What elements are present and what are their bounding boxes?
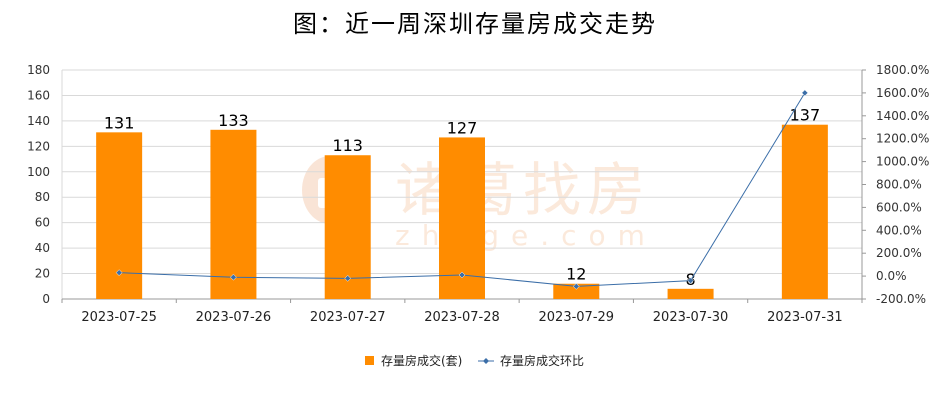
legend-label-bar: 存量房成交(套)	[381, 353, 462, 368]
y-right-tick-label: 800.0%	[876, 178, 922, 192]
watermark-text: 诸葛找房	[395, 156, 651, 224]
bar	[210, 129, 257, 299]
line-point	[115, 269, 123, 277]
y-right-tick-label: 1800.0%	[876, 63, 929, 77]
line-point	[230, 273, 237, 281]
bar	[781, 124, 828, 299]
y-right-tick-label: 1600.0%	[876, 86, 929, 100]
y-right-tick-label: 1000.0%	[876, 155, 929, 169]
bar-data-label: 137	[790, 106, 821, 125]
bar	[553, 283, 600, 299]
x-tick-label: 2023-07-25	[81, 310, 157, 325]
line-series	[115, 89, 809, 290]
bar-data-label: 131	[104, 113, 135, 132]
y-right-tick-label: 200.0%	[876, 246, 922, 260]
x-tick-label: 2023-07-30	[653, 310, 729, 325]
y-left-tick-label: 20	[35, 267, 50, 281]
y-left-tick-label: 60	[35, 216, 50, 230]
x-axis: 2023-07-25 2023-07-26 2023-07-27 2023-07-28…	[61, 299, 863, 325]
bar-data-label: 113	[332, 136, 363, 155]
y-left-tick-label: 80	[35, 190, 50, 204]
y-right-tick-label: 600.0%	[876, 200, 922, 214]
legend-swatch-bar	[365, 356, 374, 365]
legend: 存量房成交(套) 存量房成交环比	[365, 353, 584, 368]
y-right-tick-label: 1400.0%	[876, 109, 929, 123]
bar-data-label: 133	[218, 111, 249, 130]
y-left-tick-label: 160	[27, 88, 50, 102]
y-right-tick-label: 1200.0%	[876, 132, 929, 146]
bar	[667, 288, 714, 299]
line-point	[344, 275, 352, 282]
y-left-tick-label: 140	[27, 114, 50, 128]
line-point	[801, 89, 809, 97]
bar-data-label: 12	[566, 265, 586, 284]
x-tick-label: 2023-07-29	[539, 310, 615, 325]
watermark-url: zhuge.com	[395, 219, 657, 252]
y-left-tick-label: 0	[42, 292, 50, 306]
y-left-tick-label: 40	[35, 241, 50, 255]
legend-label-line: 存量房成交环比	[500, 353, 584, 368]
y-right-tick-label: -200.0%	[876, 292, 926, 306]
x-tick-label: 2023-07-27	[310, 310, 386, 325]
y-axis-right: -200.0% 0.0% 200.0% 400.0% 600.0% 800.0% 1000.…	[862, 63, 929, 306]
legend-marker-line	[483, 358, 489, 364]
x-tick-label: 2023-07-26	[196, 310, 272, 325]
y-left-tick-label: 180	[27, 63, 50, 77]
line-point	[687, 277, 694, 285]
x-tick-label: 2023-07-28	[424, 310, 500, 325]
y-left-tick-label: 120	[27, 139, 50, 153]
chart-title: 图：近一周深圳存量房成交走势	[293, 10, 657, 38]
y-left-tick-label: 100	[27, 165, 50, 179]
bar-data-label: 127	[447, 118, 478, 137]
bar-series	[96, 124, 828, 299]
y-right-tick-label: 0.0%	[876, 269, 907, 283]
y-right-tick-label: 400.0%	[876, 223, 922, 237]
line-point	[572, 283, 580, 290]
x-tick-label: 2023-07-31	[767, 310, 843, 325]
line-point	[458, 271, 466, 279]
y-axis-left: 0 20 40 60 80 100 120 140 160 180	[27, 63, 50, 306]
